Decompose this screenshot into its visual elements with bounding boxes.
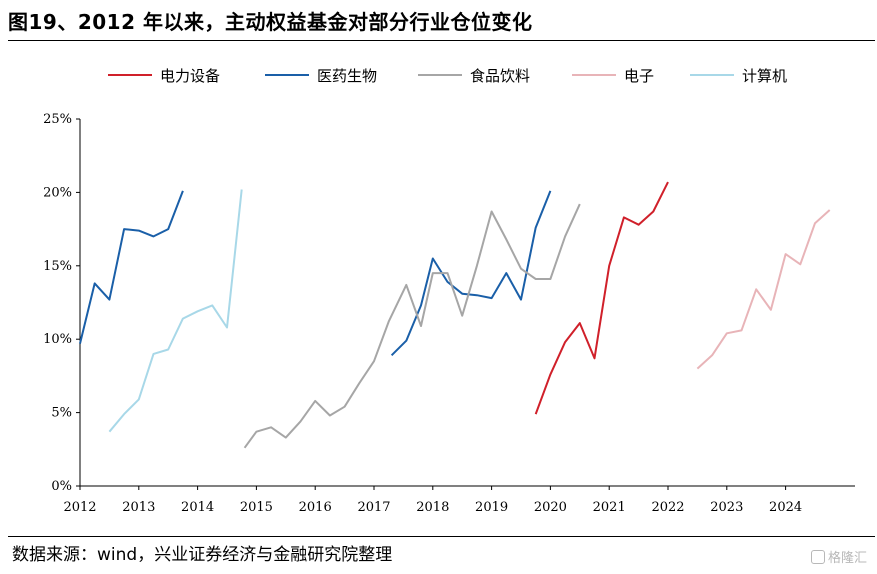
chart-series — [79, 181, 831, 449]
chart-axes: 0% 5% 10% 15% 20% 25% 2012 2013 2014 2015 2016 2017… — [43, 112, 855, 515]
y-tick-label: 25% — [43, 112, 72, 127]
title-divider — [8, 40, 875, 41]
y-tick-label: 5% — [51, 406, 72, 421]
chart-legend: 电力设备 医药生物 食品饮料 电子 计算机 — [108, 67, 787, 85]
y-tick-label: 20% — [43, 185, 72, 200]
source-divider — [8, 536, 875, 537]
series-line-计算机 — [108, 189, 243, 433]
series-line-食品饮料 — [243, 203, 581, 449]
x-tick-label: 2014 — [181, 500, 214, 515]
y-tick-label: 15% — [43, 259, 72, 274]
series-line-医药生物 — [79, 190, 184, 344]
x-tick-label: 2012 — [63, 500, 96, 515]
legend-label-医药生物: 医药生物 — [317, 67, 377, 85]
source-note: 数据来源：wind，兴业证券经济与金融研究院整理 — [12, 545, 393, 565]
watermark: 格隆汇 — [810, 547, 867, 566]
x-tick-label: 2019 — [475, 500, 508, 515]
series-line-电力设备 — [534, 181, 669, 415]
x-tick-label: 2016 — [299, 500, 332, 515]
legend-label-食品饮料: 食品饮料 — [470, 67, 530, 85]
x-tick-label: 2017 — [357, 500, 390, 515]
x-tick-label: 2022 — [651, 500, 684, 515]
x-tick-label: 2018 — [416, 500, 449, 515]
legend-label-电子: 电子 — [624, 67, 654, 85]
legend-label-计算机: 计算机 — [742, 67, 787, 85]
series-line-电子 — [696, 209, 831, 370]
y-tick-label: 10% — [43, 332, 72, 347]
watermark-logo-icon — [810, 550, 825, 564]
x-tick-label: 2013 — [122, 500, 155, 515]
x-tick-label: 2021 — [593, 500, 626, 515]
legend-label-电力设备: 电力设备 — [160, 67, 220, 85]
x-tick-label: 2020 — [534, 500, 567, 515]
chart-title: 图19、2012 年以来，主动权益基金对部分行业仓位变化 — [8, 10, 533, 34]
x-tick-label: 2015 — [240, 500, 273, 515]
x-tick-label: 2023 — [710, 500, 743, 515]
y-tick-label: 0% — [51, 479, 72, 494]
watermark-text: 格隆汇 — [827, 551, 867, 566]
series-line-医药生物 — [390, 190, 552, 357]
x-tick-label: 2024 — [769, 500, 802, 515]
